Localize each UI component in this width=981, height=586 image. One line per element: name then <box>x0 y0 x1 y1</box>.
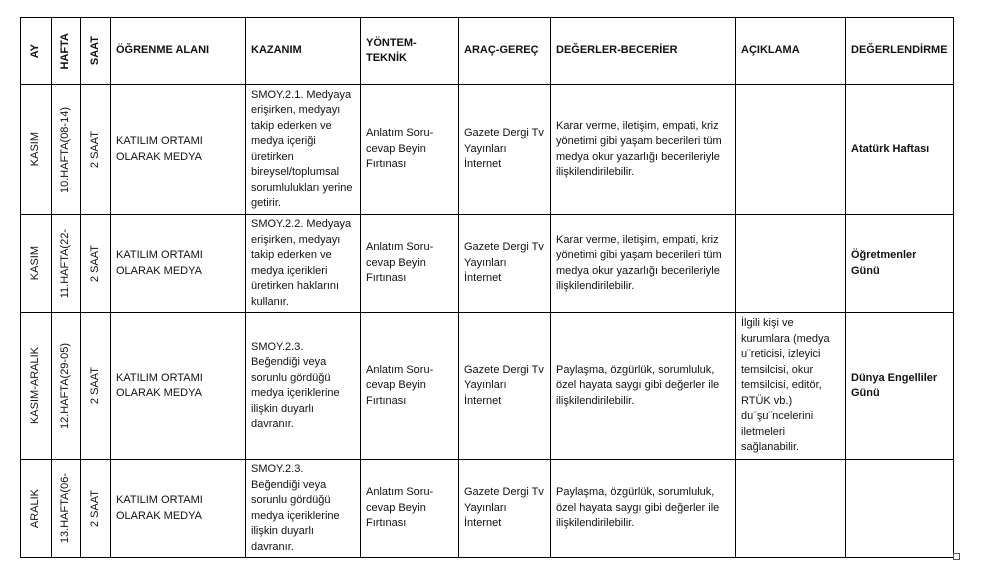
cell-hafta: 11.HAFTA(22- <box>51 214 81 313</box>
cell-arac: Gazete Dergi Tv Yayınları İnternet <box>458 84 551 215</box>
cell-text: 2 SAAT <box>88 489 101 528</box>
header-degerler: DEĞERLER-BECERİER <box>550 17 736 85</box>
cell-text: KASIM-ARALIK <box>29 347 42 425</box>
header-row: AY HAFTA SAAT ÖĞRENME ALANI KAZANIM YÖNT… <box>20 17 954 85</box>
header-ay: AY <box>20 17 52 85</box>
cell-text: ARALIK <box>29 488 42 529</box>
cell-text: 2 SAAT <box>88 367 101 405</box>
cell-degerler: Paylaşma, özgürlük, sorumluluk, özel hay… <box>550 312 736 460</box>
table-row: ARALIK 13.HAFTA(06- 2 SAAT KATILIM ORTAMI O… <box>20 459 954 558</box>
cell-degerler: Karar verme, iletişim, empati, kriz yöne… <box>550 84 736 215</box>
cell-degerlendirme: Atatürk Haftası <box>845 84 954 215</box>
cell-kazanim: SMOY.2.1. Medyaya erişirken, medyayı tak… <box>245 84 361 215</box>
cell-aciklama <box>735 84 846 215</box>
header-saat: SAAT <box>80 17 111 85</box>
header-kazanim: KAZANIM <box>245 17 361 85</box>
cell-ay: KASIM <box>20 214 52 313</box>
cell-arac: Gazete Dergi Tv Yayınları İnternet <box>458 214 551 313</box>
cell-yontem: Anlatım Soru-cevap Beyin Fırtınası <box>360 214 459 313</box>
cell-saat: 2 SAAT <box>80 312 111 460</box>
header-arac: ARAÇ-GEREÇ <box>458 17 551 85</box>
header-yontem: YÖNTEM-TEKNİK <box>360 17 459 85</box>
cell-saat: 2 SAAT <box>80 214 111 313</box>
cell-ogrenme: KATILIM ORTAMI OLARAK MEDYA <box>110 84 246 215</box>
header-aciklama: AÇIKLAMA <box>735 17 846 85</box>
cell-text: 10.HAFTA(08-14) <box>59 106 72 193</box>
cell-yontem: Anlatım Soru-cevap Beyin Fırtınası <box>360 459 459 558</box>
cell-aciklama <box>735 459 846 558</box>
cell-degerlendirme: Öğretmenler Günü <box>845 214 954 313</box>
cell-text: KASIM <box>29 132 42 167</box>
cell-text: 13.HAFTA(06- <box>59 473 72 544</box>
cell-yontem: Anlatım Soru-cevap Beyin Fırtınası <box>360 84 459 215</box>
cell-ay: ARALIK <box>20 459 52 558</box>
cell-aciklama <box>735 214 846 313</box>
resize-handle[interactable] <box>953 553 960 560</box>
table-row: KASIM 10.HAFTA(08-14) 2 SAAT KATILIM ORTAMI… <box>20 84 954 215</box>
table-row: KASIM 11.HAFTA(22- 2 SAAT KATILIM ORTAMI OL… <box>20 214 954 313</box>
cell-ay: KASIM <box>20 84 52 215</box>
plan-table: AY HAFTA SAAT ÖĞRENME ALANI KAZANIM YÖNT… <box>20 17 954 558</box>
header-hafta: HAFTA <box>51 17 81 85</box>
cell-text: 2 SAAT <box>88 130 101 169</box>
cell-text: 12.HAFTA(29-05) <box>59 343 72 429</box>
header-ogrenme: ÖĞRENME ALANI <box>110 17 246 85</box>
cell-saat: 2 SAAT <box>80 84 111 215</box>
cell-kazanim: SMOY.2.2. Medyaya erişirken, medyayı tak… <box>245 214 361 313</box>
cell-ogrenme: KATILIM ORTAMI OLARAK MEDYA <box>110 459 246 558</box>
cell-degerlendirme <box>845 459 954 558</box>
cell-hafta: 13.HAFTA(06- <box>51 459 81 558</box>
cell-degerlendirme: Dünya Engelliler Günü <box>845 312 954 460</box>
cell-arac: Gazete Dergi Tv Yayınları İnternet <box>458 459 551 558</box>
cell-degerler: Karar verme, iletişim, empati, kriz yöne… <box>550 214 736 313</box>
cell-arac: Gazete Dergi Tv Yayınları İnternet <box>458 312 551 460</box>
cell-text: 2 SAAT <box>88 244 101 283</box>
cell-hafta: 10.HAFTA(08-14) <box>51 84 81 215</box>
cell-aciklama: İlgili kişi ve kurumlara (medya u¨retici… <box>735 312 846 460</box>
cell-text: KASIM <box>29 246 42 281</box>
cell-ogrenme: KATILIM ORTAMI OLARAK MEDYA <box>110 214 246 313</box>
cell-degerler: Paylaşma, özgürlük, sorumluluk, özel hay… <box>550 459 736 558</box>
cell-ay: KASIM-ARALIK <box>20 312 52 460</box>
cell-ogrenme: KATILIM ORTAMI OLARAK MEDYA <box>110 312 246 460</box>
cell-kazanim: SMOY.2.3. Beğendiği veya sorunlu gördüğü… <box>245 459 361 558</box>
cell-yontem: Anlatım Soru-cevap Beyin Fırtınası <box>360 312 459 460</box>
cell-text: 11.HAFTA(22- <box>59 228 72 299</box>
cell-saat: 2 SAAT <box>80 459 111 558</box>
table-row: KASIM-ARALIK 12.HAFTA(29-05) 2 SAAT KATILIM… <box>20 312 954 460</box>
cell-hafta: 12.HAFTA(29-05) <box>51 312 81 460</box>
cell-kazanim: SMOY.2.3. Beğendiği veya sorunlu gördüğü… <box>245 312 361 460</box>
header-degerlendirme: DEĞERLENDİRME <box>845 17 954 85</box>
